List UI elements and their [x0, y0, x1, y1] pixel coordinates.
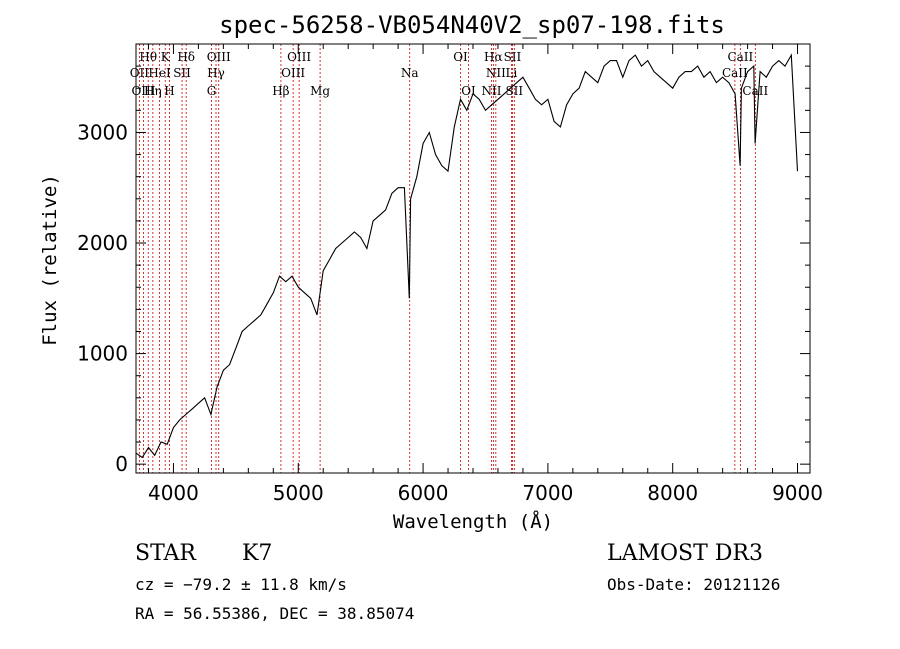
redshift-readout: cz = −79.2 ± 11.8 km/s: [135, 575, 347, 594]
line-marker-label: SII: [173, 66, 191, 80]
line-marker-label: CaII: [722, 66, 748, 80]
line-marker-label: G: [207, 84, 217, 98]
x-tick-label: 6000: [398, 481, 449, 505]
x-tick-label: 4000: [148, 481, 199, 505]
object-subclass: K7: [242, 541, 272, 566]
line-marker-label: SII: [505, 84, 523, 98]
x-axis-label: Wavelength (Å): [393, 510, 553, 533]
line-marker-label: Hδ: [177, 50, 195, 64]
line-marker-label: OIII: [131, 84, 155, 98]
survey-name: LAMOST DR3: [607, 541, 763, 566]
line-marker-label: CaII: [742, 84, 768, 98]
y-axis-label: Flux (relative): [39, 174, 61, 346]
object-class: STAR: [135, 541, 197, 566]
line-marker-label: CaII: [727, 50, 753, 64]
line-marker-label: NII: [481, 84, 501, 98]
line-marker-label: OIII: [207, 50, 231, 64]
plot-frame: [135, 43, 811, 474]
line-marker-label: Li: [506, 66, 518, 80]
y-tick-label: 0: [115, 452, 128, 476]
line-marker-label: SII: [504, 50, 522, 64]
x-tick-label: 7000: [522, 481, 573, 505]
x-tick-label: 8000: [647, 481, 698, 505]
spectrum-line: [135, 53, 799, 459]
x-axis-ticks: 4000 5000 6000 7000 8000 9000: [147, 44, 823, 505]
emission-line-markers: [138, 44, 756, 473]
y-tick-label: 2000: [77, 231, 128, 255]
line-marker-label: HeI: [148, 66, 171, 80]
y-axis-ticks: 0 1000 2000 3000: [77, 65, 810, 476]
y-tick-label: 1000: [77, 342, 128, 366]
line-marker-label: OIII: [287, 50, 311, 64]
line-marker-label: Hα: [484, 50, 503, 64]
chart-title: spec-56258-VB054N40V2_sp07-198.fits: [219, 11, 725, 39]
line-marker-label: OI: [453, 50, 468, 64]
line-marker-label: H: [164, 84, 174, 98]
line-marker-label: Mg: [310, 84, 330, 98]
line-marker-label: NII: [486, 66, 506, 80]
line-marker-label: OI: [461, 84, 476, 98]
line-marker-label: Hγ: [207, 66, 225, 80]
line-marker-label: K: [161, 50, 171, 64]
line-marker-label: Na: [401, 66, 419, 80]
x-tick-label: 9000: [772, 481, 823, 505]
coordinates-readout: RA = 56.55386, DEC = 38.85074: [135, 604, 414, 623]
observation-date: Obs-Date: 20121126: [607, 575, 780, 594]
line-marker-label: Hη: [144, 84, 162, 98]
y-tick-label: 3000: [77, 120, 128, 144]
line-marker-label: Hθ: [139, 50, 157, 64]
line-marker-label: Hβ: [272, 84, 289, 98]
line-marker-label: OIII: [281, 66, 305, 80]
line-marker-label: OII: [130, 66, 150, 80]
x-tick-label: 5000: [273, 481, 324, 505]
